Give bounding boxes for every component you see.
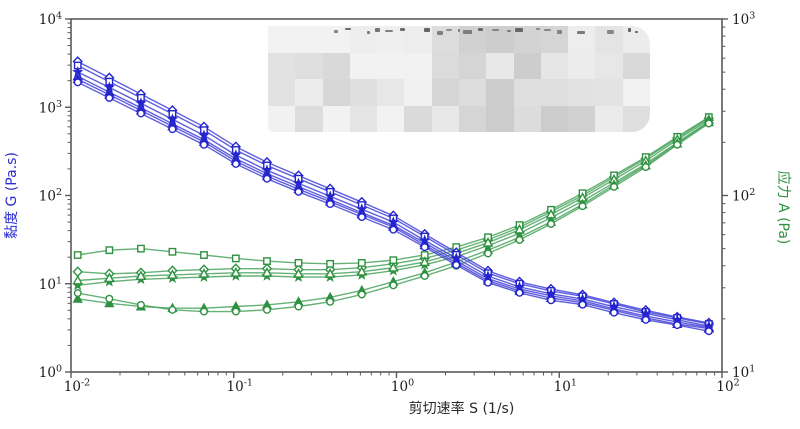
- text-fragment: [437, 30, 443, 35]
- y-right-axis-title: 应力 A (Pa): [775, 171, 792, 245]
- text-fragment: [375, 28, 380, 32]
- mosaic-tile: [349, 52, 378, 79]
- text-fragment: [606, 30, 614, 34]
- text-fragment: [543, 28, 551, 32]
- text-fragment: [492, 28, 499, 32]
- mosaic-tile: [486, 105, 514, 132]
- stress-markers-circle-open: [73, 119, 713, 316]
- mosaic-tile: [540, 52, 569, 79]
- x-tick-label: 100: [391, 378, 414, 396]
- mosaic-tile: [431, 26, 459, 53]
- text-fragment: [385, 29, 394, 32]
- text-fragment: [634, 30, 638, 33]
- mosaic-tile: [513, 105, 541, 132]
- x-tick-label: 10-2: [64, 378, 90, 396]
- mosaic-tile: [404, 105, 432, 132]
- mosaic-tile: [540, 79, 569, 106]
- mosaic-tile: [268, 26, 296, 53]
- text-fragment: [576, 30, 585, 35]
- mosaic-tile: [595, 52, 623, 79]
- text-fragment: [334, 29, 339, 34]
- y-left-tick-label: 100: [39, 364, 62, 382]
- x-axis-title: 剪切速率 S (1/s): [409, 400, 515, 417]
- y-left-tick-label: 104: [39, 11, 62, 29]
- y-right-tick-label: 101: [732, 364, 755, 382]
- text-fragment: [344, 28, 352, 31]
- y-right-tick-label: 103: [732, 11, 755, 29]
- mosaic-tile: [513, 52, 541, 79]
- mosaic-tile: [568, 105, 596, 132]
- mosaic-tile: [377, 52, 405, 79]
- x-tick-label: 101: [554, 378, 577, 396]
- text-fragment: [457, 29, 461, 32]
- redacted-text-fragments: [330, 27, 650, 35]
- stress-series-group: [72, 112, 715, 316]
- mosaic-tile: [349, 26, 378, 53]
- text-fragment: [366, 30, 370, 34]
- mosaic-tile: [268, 52, 296, 79]
- mosaic-tile: [486, 79, 514, 106]
- mosaic-tile: [568, 79, 596, 106]
- y-left-tick-label: 102: [39, 187, 62, 205]
- mosaic-tile: [377, 105, 405, 132]
- mosaic-tile: [431, 105, 459, 132]
- text-fragment: [536, 28, 541, 31]
- text-fragment: [424, 28, 431, 32]
- mosaic-tile: [486, 52, 514, 79]
- redacted-title-block: [268, 26, 650, 132]
- x-tick-label: 10-1: [227, 378, 253, 396]
- text-fragment: [477, 28, 484, 31]
- mosaic-tile: [568, 52, 596, 79]
- mosaic-tile: [322, 52, 350, 79]
- mosaic-tile: [322, 79, 350, 106]
- mosaic-tile: [295, 105, 323, 132]
- y-left-tick-label: 101: [39, 275, 62, 293]
- mosaic-tile: [295, 52, 323, 79]
- mosaic-tile: [459, 52, 487, 79]
- mosaic-tile: [349, 79, 378, 106]
- text-fragment: [507, 30, 511, 33]
- y-left-axis-title: 黏度 G (Pa.s): [4, 152, 20, 239]
- mosaic-tile: [377, 79, 405, 106]
- mosaic-tile: [404, 52, 432, 79]
- viscosity-series-group: [72, 56, 715, 336]
- y-left-tick-label: 103: [39, 99, 62, 117]
- text-fragment: [627, 28, 631, 33]
- mosaic-tile: [459, 79, 487, 106]
- stress-markers-square-open: [73, 113, 713, 268]
- viscosity-markers-circle-open: [73, 78, 713, 336]
- y-right-tick-label: 102: [732, 187, 755, 205]
- mosaic-tile: [322, 105, 350, 132]
- mosaic-tile: [595, 105, 623, 132]
- mosaic-tile: [295, 79, 323, 106]
- text-fragment: [399, 28, 406, 32]
- mosaic-tile: [622, 52, 650, 79]
- mosaic-tile: [349, 105, 378, 132]
- mosaic-tile: [595, 79, 623, 106]
- mosaic-tile: [622, 79, 650, 106]
- mosaic-tile: [540, 105, 569, 132]
- text-fragment: [463, 29, 472, 35]
- mosaic-tile: [404, 79, 432, 106]
- mosaic-tile: [431, 52, 459, 79]
- axes: [65, 18, 728, 378]
- mosaic-tile: [459, 105, 487, 132]
- text-fragment: [446, 29, 452, 32]
- x-tick-label: 102: [716, 378, 739, 396]
- mosaic-tile: [568, 26, 596, 53]
- mosaic-tile: [268, 105, 296, 132]
- text-fragment: [515, 28, 523, 33]
- text-fragment: [557, 30, 563, 34]
- mosaic-tile: [431, 79, 459, 106]
- mosaic-tile: [268, 79, 296, 106]
- mosaic-tile: [295, 26, 323, 53]
- mosaic-tile: [513, 79, 541, 106]
